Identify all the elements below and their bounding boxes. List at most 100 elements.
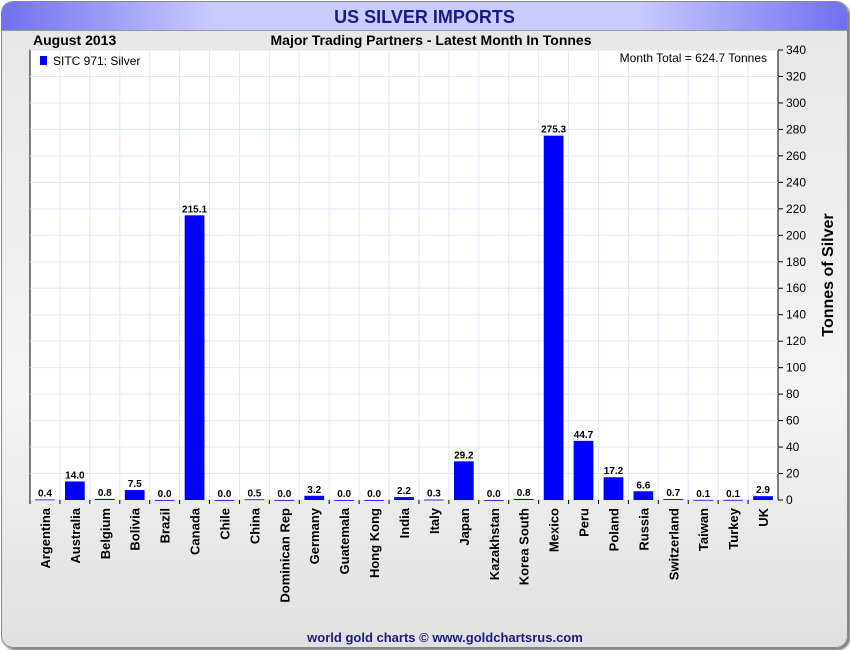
x-tick-label: Hong Kong [367, 508, 382, 578]
x-tick-label: Mexico [547, 508, 562, 552]
data-label: 6.6 [636, 480, 650, 491]
data-label: 14.0 [65, 470, 85, 481]
bar-bolivia [124, 490, 145, 500]
bar-germany [304, 495, 325, 500]
month-total-annotation: Month Total = 624.7 Tonnes [620, 51, 767, 65]
y-tick-label: 300 [786, 96, 806, 110]
data-label: 0.1 [726, 489, 740, 500]
bar-switzerland [663, 499, 684, 500]
x-tick-label: Peru [577, 508, 592, 537]
bar-italy [424, 499, 444, 501]
data-label: 17.2 [604, 466, 624, 477]
y-axis-label: Tonnes of Silver [820, 213, 837, 336]
y-tick-label: 0 [786, 493, 793, 507]
x-tick-label: Kazakhstan [487, 508, 502, 580]
data-label: 0.0 [367, 489, 381, 500]
data-label: 275.3 [541, 125, 566, 136]
x-tick-label: Germany [307, 507, 322, 564]
data-label: 0.7 [666, 488, 680, 499]
y-tick-label: 340 [786, 43, 806, 57]
y-tick-label: 180 [786, 255, 806, 269]
x-tick-label: Australia [68, 507, 83, 563]
x-tick-label: Argentina [38, 507, 53, 568]
x-tick-label: Brazil [158, 508, 173, 543]
data-label: 0.8 [517, 488, 531, 499]
x-tick-label: Taiwan [696, 508, 711, 551]
bar-australia [65, 481, 85, 500]
data-label: 2.9 [756, 485, 770, 496]
date-label: August 2013 [33, 32, 116, 48]
chart-subtitle: Major Trading Partners - Latest Month In… [271, 32, 592, 48]
y-tick-label: 20 [786, 467, 800, 481]
bar-korea-south [513, 498, 534, 500]
chart-title: US SILVER IMPORTS [2, 2, 847, 31]
bar-russia [633, 491, 654, 500]
y-tick-label: 240 [786, 175, 806, 189]
data-label: 0.0 [218, 489, 232, 500]
x-tick-label: Japan [457, 508, 472, 546]
data-label: 215.1 [182, 204, 207, 215]
x-tick-label: Guatemala [337, 507, 352, 574]
bar-hong-kong [364, 500, 384, 501]
bar-mexico [543, 135, 564, 500]
data-label: 0.1 [696, 489, 710, 500]
footer-credit: world gold charts © www.goldchartsrus.co… [306, 630, 583, 645]
y-tick-label: 200 [786, 228, 806, 242]
x-tick-label: Korea South [517, 508, 532, 585]
y-tick-label: 140 [786, 308, 806, 322]
bar-uk [753, 496, 773, 500]
y-tick-label: 60 [786, 414, 800, 428]
y-tick-label: 100 [786, 361, 806, 375]
data-label: 0.3 [427, 489, 441, 500]
bar-turkey [723, 499, 743, 501]
data-label: 0.8 [98, 488, 112, 499]
y-tick-label: 120 [786, 334, 806, 348]
bar-argentina [35, 499, 55, 501]
x-tick-label: Bolivia [128, 507, 143, 550]
bar-belgium [94, 498, 115, 500]
data-label: 44.7 [574, 430, 594, 441]
bar-china [244, 499, 265, 501]
x-tick-label: Italy [427, 507, 442, 534]
x-tick-label: Russia [636, 507, 651, 550]
data-label: 0.0 [337, 489, 351, 500]
x-tick-label: Canada [188, 507, 203, 555]
data-label: 0.4 [38, 488, 52, 499]
x-tick-label: Switzerland [666, 508, 681, 580]
bar-poland [603, 477, 624, 500]
y-tick-label: 260 [786, 149, 806, 163]
bar-peru [573, 440, 594, 500]
bar-dominican-rep [274, 500, 295, 501]
legend-swatch [40, 56, 47, 65]
x-tick-label: Belgium [98, 508, 113, 559]
x-tick-label: UK [756, 507, 771, 526]
bar-taiwan [693, 499, 714, 501]
x-tick-label: China [247, 507, 262, 544]
x-tick-label: India [397, 507, 412, 538]
data-label: 3.2 [307, 485, 321, 496]
x-tick-label: Turkey [726, 507, 741, 549]
y-tick-label: 320 [786, 69, 806, 83]
y-tick-label: 160 [786, 281, 806, 295]
data-label: 0.0 [158, 489, 172, 500]
x-tick-label: Chile [217, 508, 232, 540]
data-label: 2.2 [397, 486, 411, 497]
bar-guatemala [334, 500, 355, 501]
bar-canada [184, 215, 205, 500]
bar-kazakhstan [483, 500, 504, 501]
legend-label: SITC 971: Silver [53, 54, 140, 68]
bar-japan [453, 461, 474, 500]
bar-india [394, 497, 414, 500]
y-tick-label: 40 [786, 440, 800, 454]
data-label: 0.0 [277, 489, 291, 500]
y-tick-label: 280 [786, 122, 806, 136]
y-tick-label: 220 [786, 202, 806, 216]
y-tick-label: 80 [786, 387, 800, 401]
x-tick-label: Dominican Rep [277, 508, 292, 603]
x-tick-label: Poland [606, 508, 621, 551]
data-label: 0.0 [487, 489, 501, 500]
plot-area [29, 49, 779, 501]
bar-chile [214, 500, 235, 501]
bar-brazil [154, 500, 175, 501]
